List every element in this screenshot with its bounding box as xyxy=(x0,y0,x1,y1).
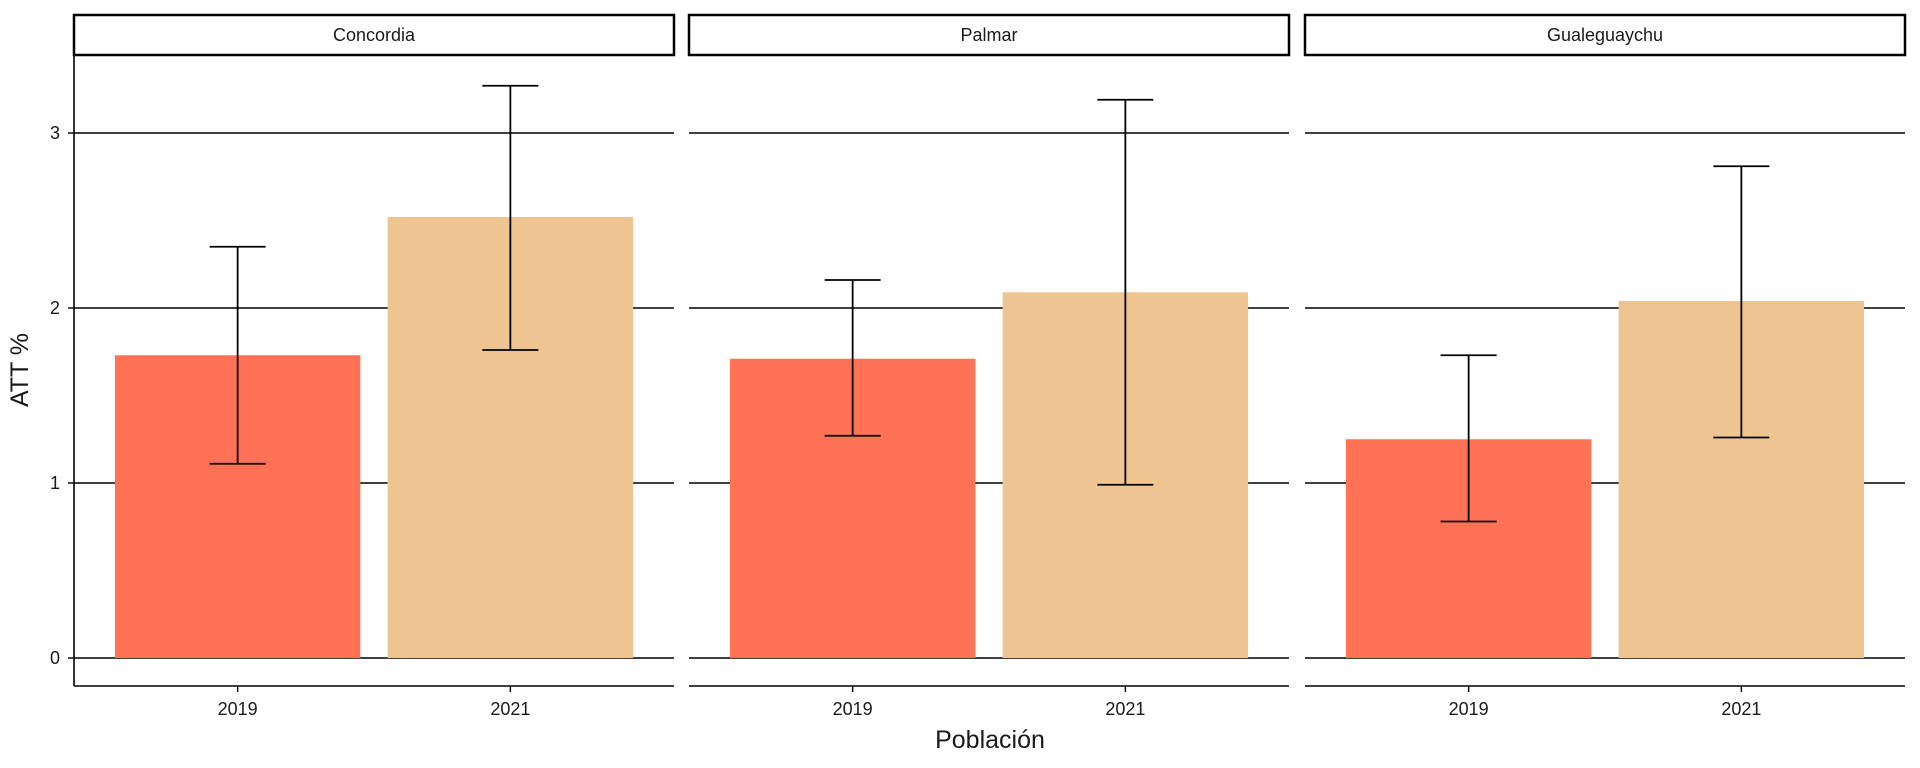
facet-label: Gualeguaychu xyxy=(1547,25,1663,45)
y-tick-label: 3 xyxy=(50,123,60,143)
facet-strip xyxy=(1303,13,1907,57)
facet-label: Palmar xyxy=(960,25,1017,45)
x-tick-label: 2021 xyxy=(1105,699,1145,719)
x-tick-label: 2019 xyxy=(1449,699,1489,719)
y-tick-label: 0 xyxy=(50,648,60,668)
x-tick-label: 2021 xyxy=(490,699,530,719)
x-tick-label: 2021 xyxy=(1721,699,1761,719)
facet-strip xyxy=(687,13,1291,57)
facet-strip xyxy=(72,13,676,57)
facet-label: Concordia xyxy=(333,25,416,45)
x-tick-label: 2019 xyxy=(833,699,873,719)
y-axis-title: ATT % xyxy=(6,333,34,407)
x-tick-label: 2019 xyxy=(218,699,258,719)
x-axis-title: Población xyxy=(935,726,1045,754)
y-tick-label: 1 xyxy=(50,473,60,493)
y-tick-label: 2 xyxy=(50,298,60,318)
panels-layer: Concordia 2019 2021 Palmar 2019 2021 Gualeguay… xyxy=(50,13,1907,719)
